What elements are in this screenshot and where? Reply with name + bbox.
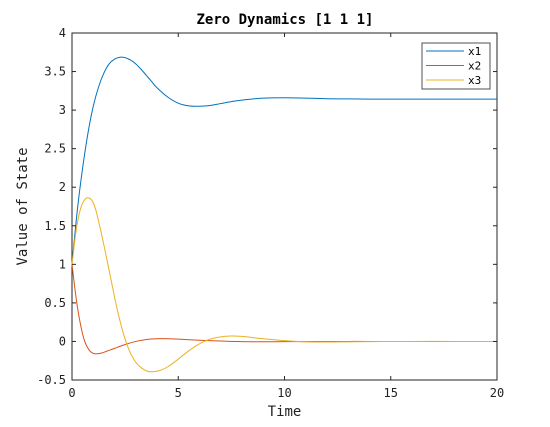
legend-label-x3: x3 [468,74,481,87]
legend-label-x1: x1 [468,45,481,58]
x-tick-label: 0 [68,386,75,400]
y-axis-label: Value of State [15,147,31,265]
y-tick-label: 2 [59,180,66,194]
y-tick-label: 4 [59,26,66,40]
series-line-x2 [71,264,497,355]
x-axis-label: Time [268,404,302,420]
y-tick-label: 0.5 [44,296,66,310]
legend-label-x2: x2 [468,60,481,73]
chart-title: Zero Dynamics [1 1 1] [196,12,373,28]
x-tick-label: 5 [175,386,182,400]
y-tick-label: 3.5 [44,65,66,79]
tick-layer: 0 5 10 15 20-0.500.511.522.533.54 [37,26,504,400]
x-tick-label: 20 [490,386,504,400]
y-tick-label: 3 [59,103,66,117]
series-line-x1 [71,56,497,265]
y-tick-label: 2.5 [44,142,66,156]
x-tick-label: 10 [277,386,291,400]
y-tick-label: 0 [59,334,66,348]
axes-box [71,32,498,381]
series-line-x3 [71,197,497,373]
x-tick-label: 15 [384,386,398,400]
y-tick-label: 1.5 [44,219,66,233]
plot-area: 0 5 10 15 20-0.500.511.522.533.54 [37,26,504,400]
y-tick-label: 1 [59,257,66,271]
series-layer [71,56,497,373]
y-tick-label: -0.5 [37,373,66,387]
